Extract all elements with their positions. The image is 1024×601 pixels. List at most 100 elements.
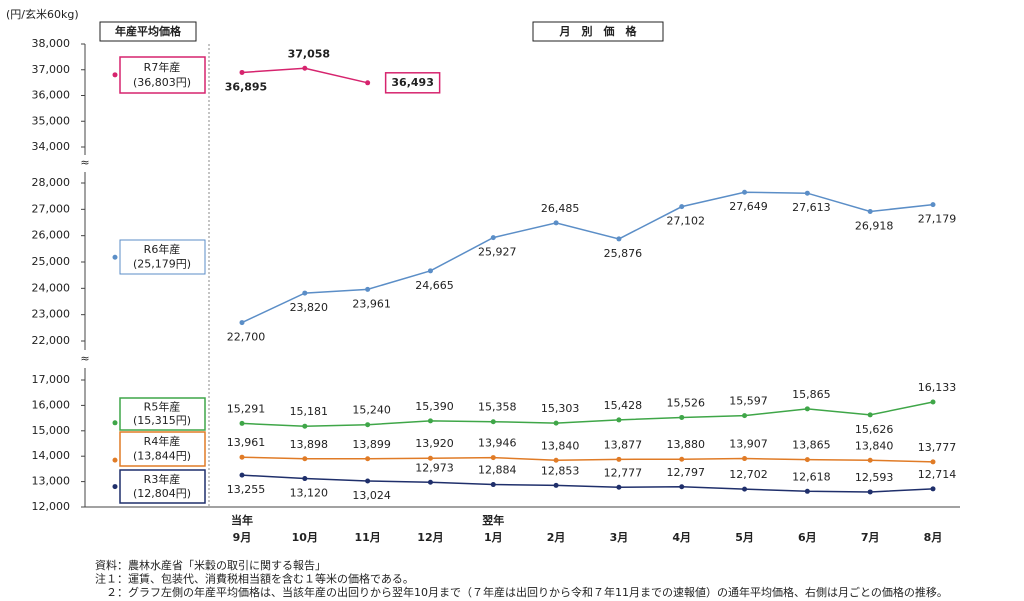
value-label: 27,649 [729, 200, 768, 213]
annual-name: R6年産 [144, 242, 181, 256]
value-label: 15,240 [352, 404, 391, 417]
value-label: 12,884 [478, 464, 517, 477]
x-tick-label: 11月 [354, 531, 380, 544]
value-label: 13,920 [415, 437, 454, 450]
x-tick-label: 6月 [798, 531, 817, 544]
series-line [241, 191, 934, 324]
value-label: 12,714 [918, 468, 957, 481]
value-label: 13,880 [666, 438, 705, 451]
annual-value: (36,803円) [133, 76, 191, 89]
value-label: 13,840 [855, 439, 894, 452]
y-tick-label: 12,000 [32, 500, 71, 513]
x-tick-label: 7月 [861, 531, 880, 544]
annual-point [112, 484, 118, 490]
annual-box [119, 469, 206, 504]
x-group-label: 翌年 [482, 513, 504, 527]
data-point [239, 69, 245, 75]
y-tick-label: 35,000 [32, 114, 71, 127]
data-point [427, 455, 433, 461]
value-label: 13,961 [227, 436, 266, 449]
data-point [365, 80, 371, 86]
value-label: 13,877 [604, 438, 643, 451]
data-point [302, 476, 308, 482]
data-point [742, 456, 748, 462]
value-label: 13,255 [227, 483, 266, 496]
x-tick-label: 4月 [672, 531, 691, 544]
y-tick-label: 14,000 [32, 449, 71, 462]
panel-title: 月 別 価 格 [559, 24, 638, 38]
data-point [804, 406, 810, 412]
data-point [804, 190, 810, 196]
y-tick-label: 36,000 [32, 89, 71, 102]
value-label: 13,840 [541, 439, 580, 452]
data-point [804, 488, 810, 494]
annual-point [112, 457, 118, 463]
value-label: 24,665 [415, 279, 454, 292]
y-tick-label: 24,000 [32, 281, 71, 294]
value-label: 27,613 [792, 201, 831, 214]
x-tick-label: 3月 [610, 531, 629, 544]
data-point [679, 204, 685, 210]
value-label: 13,907 [729, 438, 768, 451]
value-label: 23,820 [290, 301, 329, 314]
data-point [616, 456, 622, 462]
value-label: 12,593 [855, 471, 894, 484]
data-point [867, 457, 873, 463]
data-point [804, 457, 810, 463]
data-point [867, 412, 873, 418]
data-point [679, 414, 685, 420]
x-tick-label: 9月 [233, 531, 252, 544]
data-point [365, 286, 371, 292]
data-point [302, 65, 308, 71]
value-label: 15,428 [604, 399, 643, 412]
panel-title-box [532, 21, 664, 42]
x-tick-label: 12月 [417, 531, 443, 544]
data-point [553, 420, 559, 426]
data-point [679, 484, 685, 490]
value-label: 13,865 [792, 439, 831, 452]
annual-name: R4年産 [144, 434, 181, 448]
value-label: 12,702 [729, 468, 768, 481]
x-tick-label: 5月 [735, 531, 754, 544]
value-label: 23,961 [352, 297, 391, 310]
data-point [490, 482, 496, 488]
data-point [365, 456, 371, 462]
data-point [302, 423, 308, 429]
annual-box [119, 431, 206, 467]
value-label: 13,024 [352, 489, 391, 502]
data-point [490, 419, 496, 425]
value-label: 26,918 [855, 219, 894, 232]
data-point [930, 399, 936, 405]
data-point [427, 479, 433, 485]
data-point [930, 459, 936, 465]
annual-box [119, 56, 206, 94]
annual-point [112, 72, 118, 78]
data-point [365, 478, 371, 484]
y-tick-label: 27,000 [32, 202, 71, 215]
data-point [679, 456, 685, 462]
value-label: 25,927 [478, 246, 517, 259]
value-label: 13,120 [290, 487, 329, 500]
y-tick-label: 23,000 [32, 308, 71, 321]
annual-box [119, 239, 206, 275]
data-point [867, 208, 873, 214]
series-line [241, 401, 934, 427]
data-point [553, 482, 559, 488]
value-label: 12,777 [604, 466, 643, 479]
y-tick-label: 25,000 [32, 255, 71, 268]
value-label: 13,899 [352, 438, 391, 451]
series-line [241, 456, 934, 463]
y-unit: (円/玄米60kg) [6, 7, 79, 21]
value-label: 12,797 [666, 466, 705, 479]
data-point [490, 455, 496, 461]
data-point [742, 189, 748, 195]
data-point [553, 457, 559, 463]
panel-title-box [99, 21, 197, 42]
y-tick-label: 13,000 [32, 475, 71, 488]
value-label: 26,485 [541, 202, 580, 215]
y-tick-label: 34,000 [32, 140, 71, 153]
y-tick-label: 17,000 [32, 373, 71, 386]
data-point [742, 486, 748, 492]
value-label: 12,853 [541, 464, 580, 477]
